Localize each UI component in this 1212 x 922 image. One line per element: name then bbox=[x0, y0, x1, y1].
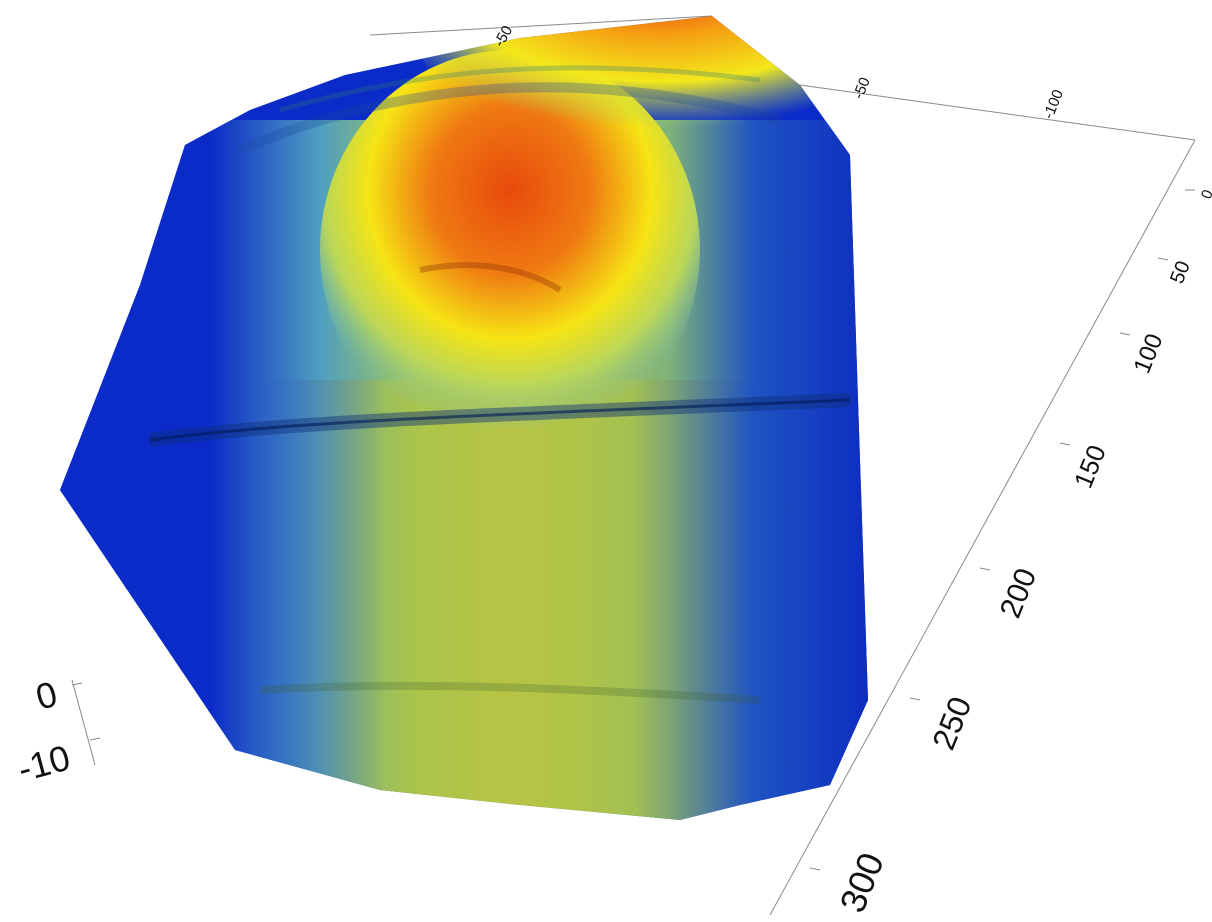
right-tick-label: 150 bbox=[1068, 441, 1112, 492]
z-axis-labels: 0 -10 bbox=[13, 673, 74, 790]
right-tick-label: 200 bbox=[994, 564, 1043, 623]
right-tick-label: 100 bbox=[1129, 330, 1169, 377]
right-tick-label: 50 bbox=[1166, 258, 1195, 287]
top-tick-label: -100 bbox=[1040, 87, 1067, 121]
top-tick-label: -50 bbox=[850, 75, 874, 101]
axis-ticks bbox=[71, 189, 1195, 871]
right-tick-label: 300 bbox=[831, 847, 892, 918]
right-tick-label: 250 bbox=[925, 692, 978, 755]
z-tick-label: -10 bbox=[13, 737, 74, 790]
right-tick-label: 0 bbox=[1198, 187, 1212, 201]
right-axis-labels: 0 50 100 150 200 250 300 bbox=[831, 187, 1212, 918]
z-tick-label: 0 bbox=[31, 673, 61, 718]
terrain-surface bbox=[60, 16, 868, 820]
axis-frame bbox=[71, 15, 1196, 916]
